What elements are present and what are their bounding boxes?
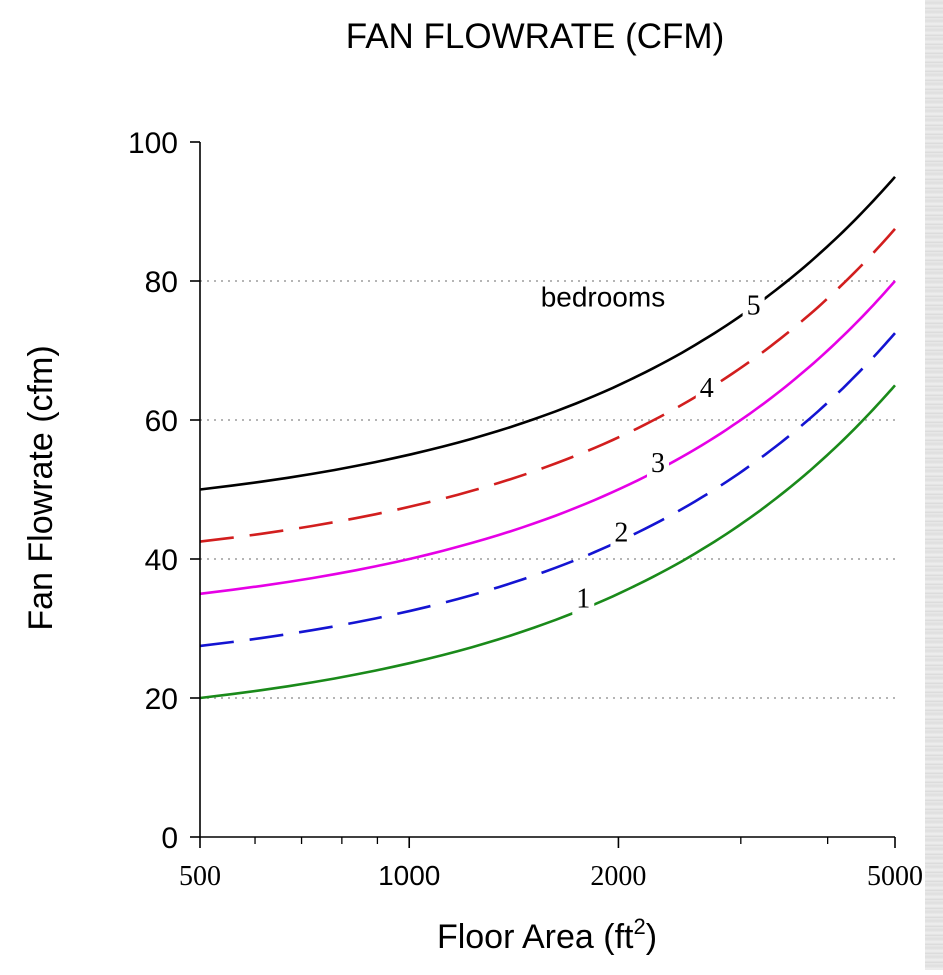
grid-layer <box>200 280 895 699</box>
y-tick-label-100: 100 <box>128 127 178 160</box>
x-tick-label-1000: 1000 <box>378 860 440 891</box>
x-tick-label-5000: 5000 <box>867 861 923 892</box>
series-line-5 <box>199 175 896 491</box>
y-tick-label-40: 40 <box>145 544 178 577</box>
series-label-5: 5 <box>747 290 761 321</box>
series-label-bg-5 <box>742 295 765 322</box>
series-label-1: 1 <box>576 584 590 615</box>
series-line-3 <box>199 280 896 596</box>
x-axis-label-superscript: 2 <box>633 914 645 939</box>
y-tick-label-0: 0 <box>161 822 178 855</box>
series-label-bg-4 <box>695 378 718 405</box>
series-label-bg-2 <box>610 522 633 549</box>
y-tick-label-80: 80 <box>145 266 178 299</box>
series-line-1 <box>199 384 896 700</box>
series-label-bg-3 <box>646 453 669 480</box>
series-label-bg-1 <box>572 588 595 615</box>
x-axis-label-close: ) <box>646 918 657 956</box>
y-axis-label: Fan Flowrate (cfm) <box>22 345 60 630</box>
x-tick-label-2000: 2000 <box>590 861 646 892</box>
series-label-2: 2 <box>614 518 628 549</box>
series-line-2 <box>199 332 896 648</box>
y-tick-label-20: 20 <box>145 683 178 716</box>
chart-title: FAN FLOWRATE (CFM) <box>346 17 725 56</box>
x-axis-label-text: Floor Area (ft <box>437 918 634 956</box>
edge-strip <box>925 0 943 970</box>
x-tick-label-500: 500 <box>179 861 221 892</box>
y-tick-label-60: 60 <box>145 405 178 438</box>
series-label-3: 3 <box>651 448 665 479</box>
axis-layer: 0 20 40 60 80 100 500 1000 2000 5000 <box>128 127 923 892</box>
label-layer: 1 2 3 4 5 bedrooms <box>541 282 765 615</box>
series-layer <box>199 175 896 700</box>
series-line-4 <box>199 228 896 543</box>
bedrooms-annotation: bedrooms <box>541 282 666 313</box>
series-label-4: 4 <box>700 373 714 404</box>
x-axis-label: Floor Area (ft2) <box>437 914 657 956</box>
